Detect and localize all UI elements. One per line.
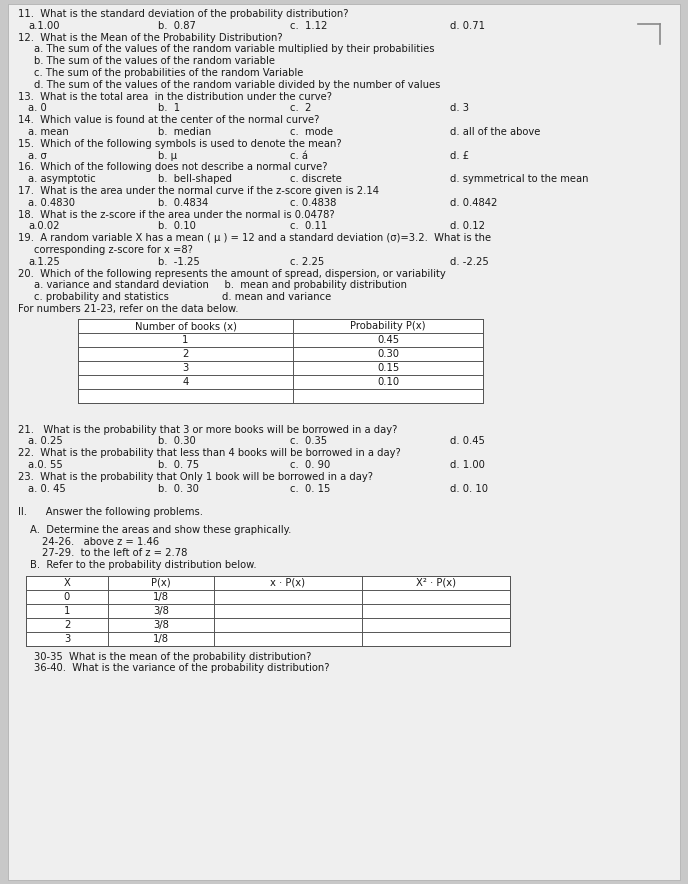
- Text: a.0.02: a.0.02: [28, 221, 59, 232]
- Text: 1/8: 1/8: [153, 591, 169, 602]
- Text: 2: 2: [182, 349, 189, 359]
- Text: c.  0.11: c. 0.11: [290, 221, 327, 232]
- Text: a. σ: a. σ: [28, 150, 47, 161]
- Text: d. 0.12: d. 0.12: [450, 221, 485, 232]
- Text: 21.   What is the probability that 3 or more books will be borrowed in a day?: 21. What is the probability that 3 or mo…: [18, 424, 398, 435]
- Text: 14.  Which value is found at the center of the normal curve?: 14. Which value is found at the center o…: [18, 115, 319, 126]
- Text: Number of books (x): Number of books (x): [135, 322, 237, 332]
- Text: c. The sum of the probabilities of the random Variable: c. The sum of the probabilities of the r…: [34, 68, 303, 78]
- Text: c. 0.4838: c. 0.4838: [290, 198, 336, 208]
- Text: 3: 3: [182, 363, 189, 373]
- Text: c.  mode: c. mode: [290, 127, 333, 137]
- Text: b.  1: b. 1: [158, 103, 180, 113]
- Text: 0.15: 0.15: [377, 363, 399, 373]
- Bar: [78, 319, 483, 403]
- Text: 13.  What is the total area  in the distribution under the curve?: 13. What is the total area in the distri…: [18, 92, 332, 102]
- Text: 4: 4: [182, 377, 189, 387]
- Text: 20.  Which of the following represents the amount of spread, dispersion, or vari: 20. Which of the following represents th…: [18, 269, 446, 278]
- Text: 1: 1: [182, 335, 189, 346]
- Text: X: X: [63, 577, 70, 588]
- Text: d. The sum of the values of the random variable divided by the number of values: d. The sum of the values of the random v…: [34, 80, 440, 90]
- Text: A.  Determine the areas and show these graphically.: A. Determine the areas and show these gr…: [30, 525, 292, 535]
- Text: 18.  What is the z-score if the area under the normal is 0.0478?: 18. What is the z-score if the area unde…: [18, 210, 334, 219]
- Text: b.  0. 75: b. 0. 75: [158, 460, 199, 470]
- Text: II.      Answer the following problems.: II. Answer the following problems.: [18, 507, 203, 517]
- Text: 17.  What is the area under the normal curve if the z-score given is 2.14: 17. What is the area under the normal cu…: [18, 186, 379, 196]
- Text: 0.45: 0.45: [377, 335, 399, 346]
- Text: 30-35  What is the mean of the probability distribution?: 30-35 What is the mean of the probabilit…: [34, 652, 312, 661]
- Text: d. -2.25: d. -2.25: [450, 256, 488, 267]
- Text: 3/8: 3/8: [153, 606, 169, 615]
- Text: d. 0.4842: d. 0.4842: [450, 198, 497, 208]
- Text: 12.  What is the Mean of the Probability Distribution?: 12. What is the Mean of the Probability …: [18, 33, 283, 42]
- Text: c.  2: c. 2: [290, 103, 312, 113]
- Text: 36-40.  What is the variance of the probability distribution?: 36-40. What is the variance of the proba…: [34, 663, 330, 674]
- Text: a. mean: a. mean: [28, 127, 69, 137]
- Text: a. 0.25: a. 0.25: [28, 437, 63, 446]
- Text: 24-26.   above z = 1.46: 24-26. above z = 1.46: [42, 537, 159, 546]
- Text: c.  1.12: c. 1.12: [290, 21, 327, 31]
- Text: 3: 3: [64, 634, 70, 644]
- Text: 27-29.  to the left of z = 2.78: 27-29. to the left of z = 2.78: [42, 548, 187, 559]
- Text: c. probability and statistics                 d. mean and variance: c. probability and statistics d. mean an…: [34, 293, 331, 302]
- Text: 1/8: 1/8: [153, 634, 169, 644]
- Text: 19.  A random variable X has a mean ( μ ) = 12 and a standard deviation (σ)=3.2.: 19. A random variable X has a mean ( μ )…: [18, 233, 491, 243]
- Text: d. symmetrical to the mean: d. symmetrical to the mean: [450, 174, 588, 184]
- Text: X² · P(x): X² · P(x): [416, 577, 456, 588]
- Text: 23.  What is the probability that Only 1 book will be borrowed in a day?: 23. What is the probability that Only 1 …: [18, 472, 373, 482]
- Text: B.  Refer to the probability distribution below.: B. Refer to the probability distribution…: [30, 560, 257, 570]
- Text: Probability P(x): Probability P(x): [350, 322, 426, 332]
- Text: d. 1.00: d. 1.00: [450, 460, 485, 470]
- Text: a.1.00: a.1.00: [28, 21, 59, 31]
- Text: a. 0.4830: a. 0.4830: [28, 198, 75, 208]
- Text: d. all of the above: d. all of the above: [450, 127, 540, 137]
- Text: a. The sum of the values of the random variable multiplied by their probabilitie: a. The sum of the values of the random v…: [34, 44, 435, 55]
- Text: d. £: d. £: [450, 150, 469, 161]
- Text: b.  -1.25: b. -1.25: [158, 256, 200, 267]
- Text: b.  median: b. median: [158, 127, 211, 137]
- Text: 1: 1: [64, 606, 70, 615]
- Text: c. discrete: c. discrete: [290, 174, 342, 184]
- Text: 0: 0: [64, 591, 70, 602]
- Text: 16.  Which of the following does not describe a normal curve?: 16. Which of the following does not desc…: [18, 163, 327, 172]
- Text: 22.  What is the probability that less than 4 books will be borrowed in a day?: 22. What is the probability that less th…: [18, 448, 400, 458]
- Text: a.1.25: a.1.25: [28, 256, 60, 267]
- Text: b.  0.4834: b. 0.4834: [158, 198, 208, 208]
- Text: a.0. 55: a.0. 55: [28, 460, 63, 470]
- Text: 0.30: 0.30: [377, 349, 399, 359]
- Text: c.  0. 15: c. 0. 15: [290, 484, 330, 493]
- Text: 2: 2: [64, 620, 70, 629]
- Text: x · P(x): x · P(x): [270, 577, 305, 588]
- Text: 15.  Which of the following symbols is used to denote the mean?: 15. Which of the following symbols is us…: [18, 139, 342, 149]
- Text: a. 0: a. 0: [28, 103, 47, 113]
- Text: c. á: c. á: [290, 150, 308, 161]
- Text: d. 0.45: d. 0.45: [450, 437, 485, 446]
- Text: For numbers 21-23, refer on the data below.: For numbers 21-23, refer on the data bel…: [18, 304, 239, 314]
- Text: a. asymptotic: a. asymptotic: [28, 174, 96, 184]
- Text: b. The sum of the values of the random variable: b. The sum of the values of the random v…: [34, 57, 275, 66]
- Text: corresponding z-score for x =8?: corresponding z-score for x =8?: [34, 245, 193, 255]
- Text: c.  0. 90: c. 0. 90: [290, 460, 330, 470]
- Text: b.  0.87: b. 0.87: [158, 21, 196, 31]
- Text: 3/8: 3/8: [153, 620, 169, 629]
- Text: c.  0.35: c. 0.35: [290, 437, 327, 446]
- Text: a. 0. 45: a. 0. 45: [28, 484, 66, 493]
- Text: a. variance and standard deviation     b.  mean and probability distribution: a. variance and standard deviation b. me…: [34, 280, 407, 291]
- Text: d. 0.71: d. 0.71: [450, 21, 485, 31]
- Text: b.  0.10: b. 0.10: [158, 221, 196, 232]
- Text: c. 2.25: c. 2.25: [290, 256, 324, 267]
- Text: b.  0.30: b. 0.30: [158, 437, 196, 446]
- Text: b.  0. 30: b. 0. 30: [158, 484, 199, 493]
- Text: b. μ: b. μ: [158, 150, 177, 161]
- Bar: [26, 575, 510, 645]
- Text: b.  bell-shaped: b. bell-shaped: [158, 174, 232, 184]
- Text: d. 3: d. 3: [450, 103, 469, 113]
- Text: d. 0. 10: d. 0. 10: [450, 484, 488, 493]
- Text: 11.  What is the standard deviation of the probability distribution?: 11. What is the standard deviation of th…: [18, 9, 349, 19]
- Text: 0.10: 0.10: [377, 377, 399, 387]
- Text: P(x): P(x): [151, 577, 171, 588]
